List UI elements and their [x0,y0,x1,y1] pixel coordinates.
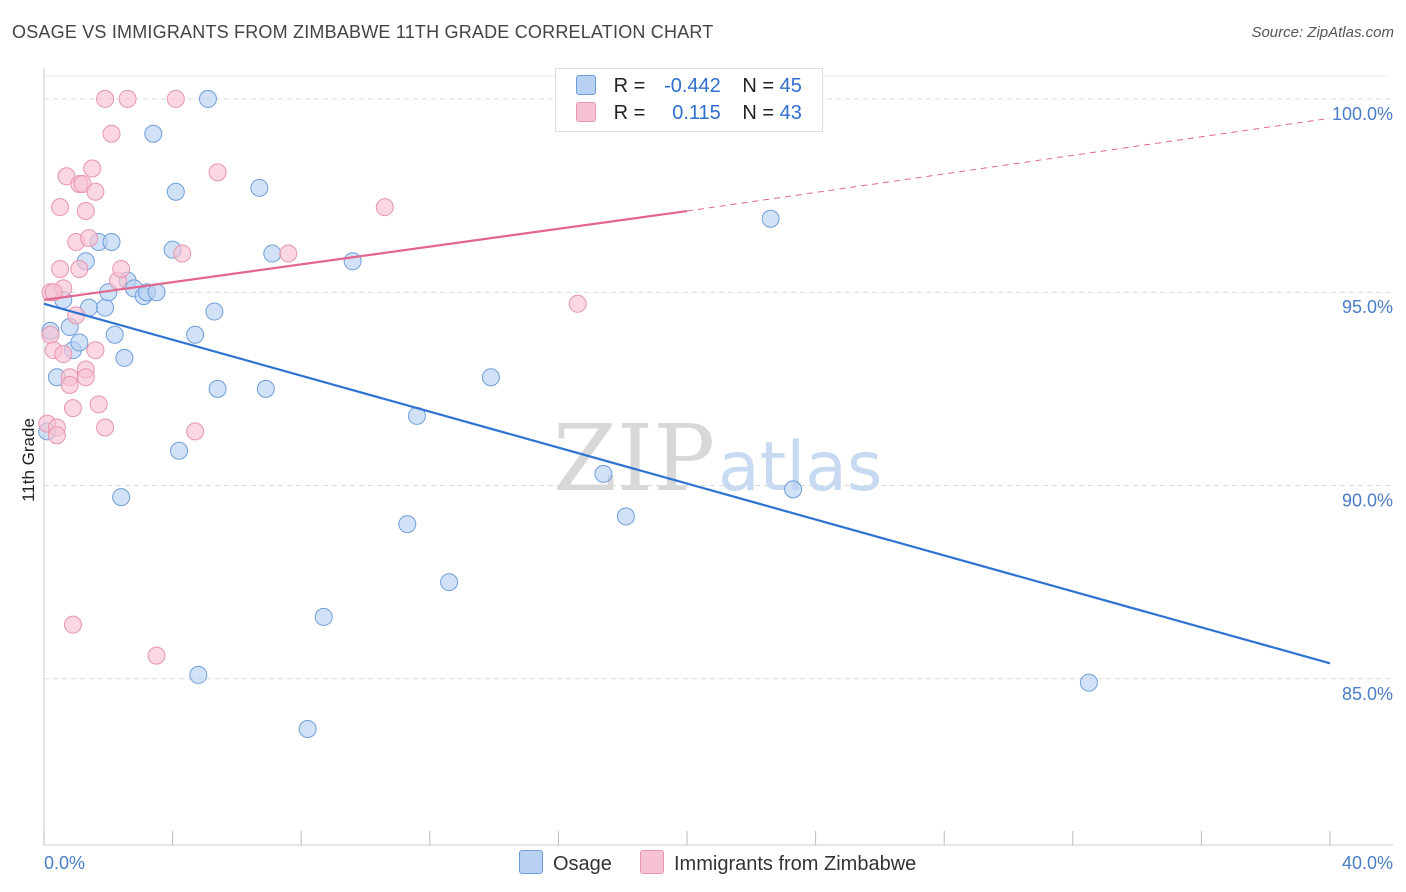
x-tick-label-max: 40.0% [1342,853,1393,873]
source-label: Source: ZipAtlas.com [1251,24,1394,41]
osage-point [112,488,131,507]
zimbabwe-point [63,399,82,418]
watermark-zip: ZIP [553,405,715,512]
osage-point [166,182,185,201]
osage-point [198,89,217,108]
bottom-legend-osage: Osage [519,850,612,876]
legend-r-label: R = [613,75,646,97]
zimbabwe-point [51,198,70,217]
zimbabwe-point [47,426,66,445]
zimbabwe-trend-line-dashed [686,117,1331,212]
zimbabwe-point [102,124,121,143]
osage-point [208,379,227,398]
trend-lines [43,117,1331,665]
osage-point [481,368,500,387]
legend-row-osage: R = -0.442 N = 45 [576,75,802,101]
osage-point [189,665,208,684]
zimbabwe-point [86,341,105,360]
bottom-legend-zimbabwe: Immigrants from Zimbabwe [640,850,916,876]
osage-point [263,244,282,263]
osage-point [761,209,780,228]
zimbabwe-point [89,395,108,414]
legend-r-value: -0.442 [664,75,721,97]
legend-n-label: N = [742,102,775,124]
osage-trend-line [43,302,1331,665]
zimbabwe-point [54,345,73,364]
zimbabwe-point [41,325,60,344]
osage-point [205,302,224,321]
zimbabwe-point [166,89,185,108]
y-tick-label: 95.0% [1342,297,1393,317]
zimbabwe-point [96,89,115,108]
zimbabwe-point [112,260,131,279]
zimbabwe-point [208,163,227,182]
osage-point [186,325,205,344]
y-axis-label: 11th Grade [19,418,38,502]
y-tick-labels: 85.0% 90.0% 95.0% 100.0% [1332,104,1393,704]
bottom-legend-zimbabwe-label: Immigrants from Zimbabwe [674,853,917,875]
zimbabwe-point [60,375,79,394]
legend-n-value: 45 [779,75,802,97]
zimbabwe-point [83,159,102,178]
zimbabwe-point [568,294,587,313]
legend-n-value: 43 [779,102,802,124]
osage-swatch [519,850,543,874]
axes [43,68,1393,846]
zimbabwe-point [51,260,70,279]
zimbabwe-trend-line [43,209,688,302]
zimbabwe-point [86,182,105,201]
osage-point [1079,673,1098,692]
zimbabwe-point [76,368,95,387]
watermark: ZIP atlas [553,405,882,512]
osage-point [115,348,134,367]
zimbabwe-point [44,283,63,302]
osage-point [250,178,269,197]
bottom-legend-osage-label: Osage [553,853,612,875]
x-tick-label-min: 0.0% [44,853,85,873]
y-tick-label: 90.0% [1342,490,1393,510]
osage-point [256,379,275,398]
zimbabwe-point [186,422,205,441]
gridlines [44,75,1390,680]
legend-row-zimbabwe: R = 0.115 N = 43 [576,102,802,128]
legend-r-value: 0.115 [672,102,721,124]
osage-point [784,480,803,499]
y-tick-label: 85.0% [1342,684,1393,704]
zimbabwe-point [96,418,115,437]
chart-title: OSAGE VS IMMIGRANTS FROM ZIMBABWE 11TH G… [12,22,714,42]
osage-point [298,720,317,739]
stats-legend: R = -0.442 N = 45 R = 0.115 N = 43 [555,68,823,132]
osage-swatch [576,75,596,95]
osage-point [398,515,417,534]
zimbabwe-swatch [576,102,596,122]
osage-point [314,607,333,626]
osage-point [70,333,89,352]
osage-point [144,124,163,143]
zimbabwe-point [375,198,394,217]
y-tick-label: 100.0% [1332,104,1393,124]
osage-point [170,441,189,460]
zimbabwe-point [70,260,89,279]
osage-point [105,325,124,344]
osage-point [440,573,459,592]
legend-r-label: R = [613,102,646,124]
watermark-atlas: atlas [718,428,882,507]
zimbabwe-point [147,646,166,665]
zimbabwe-point [63,615,82,634]
zimbabwe-point [173,244,192,263]
osage-point [102,232,121,251]
zimbabwe-point [279,244,298,263]
osage-point [96,298,115,317]
zimbabwe-point [118,89,137,108]
zimbabwe-swatch [640,850,664,874]
zimbabwe-point [76,202,95,221]
osage-point [594,464,613,483]
osage-point [616,507,635,526]
legend-n-label: N = [742,75,775,97]
zimbabwe-point [80,229,99,248]
